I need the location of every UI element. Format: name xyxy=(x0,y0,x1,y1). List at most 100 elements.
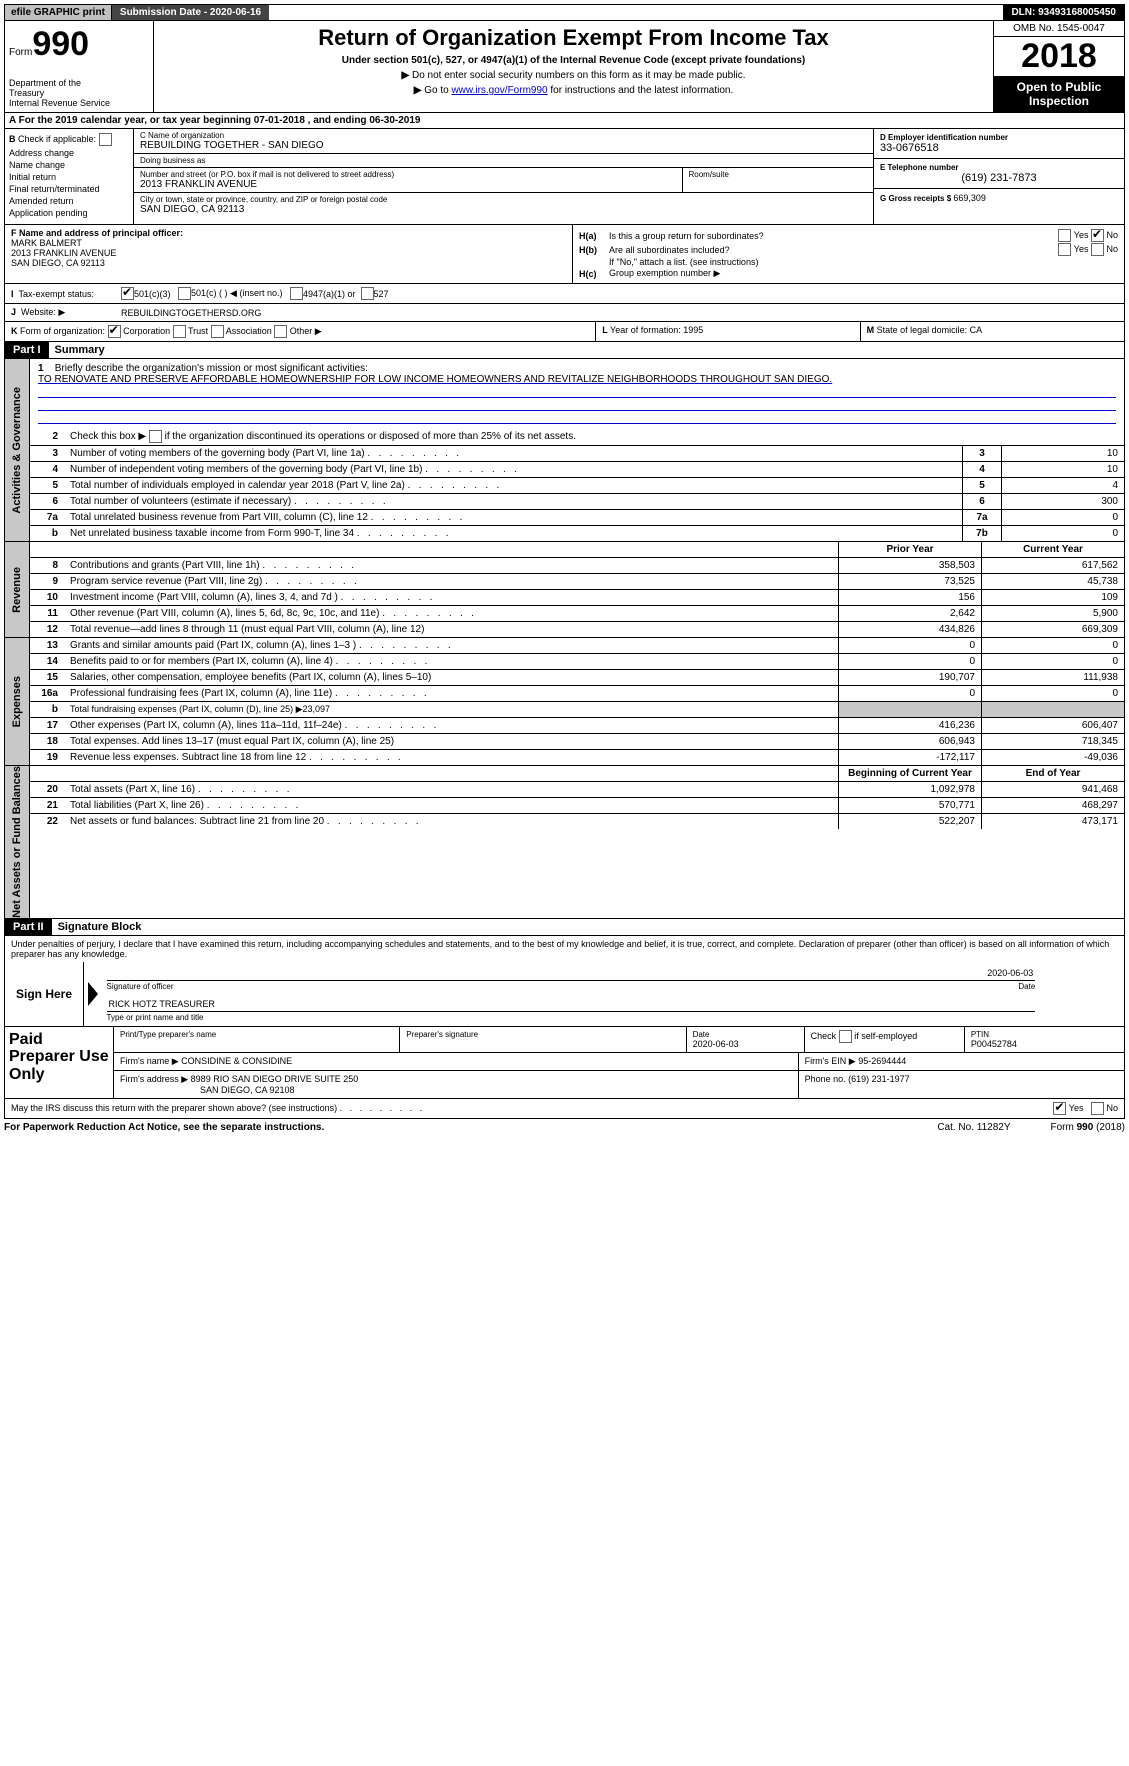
phone-val: (619) 231-1977 xyxy=(848,1074,910,1084)
dba-label: Doing business as xyxy=(140,156,867,165)
ha-no-chk[interactable] xyxy=(1091,229,1104,242)
f-addr2: SAN DIEGO, CA 92113 xyxy=(11,258,566,268)
e14-c: 0 xyxy=(982,654,1125,670)
prep-name-cell: Print/Type preparer's name xyxy=(114,1027,400,1052)
e18-d: Total expenses. Add lines 13–17 (must eq… xyxy=(64,734,839,750)
prep-sig-cell: Preparer's signature xyxy=(400,1027,686,1052)
e16b-n: b xyxy=(30,702,64,718)
chk-trust[interactable] xyxy=(173,325,186,338)
sign-here-label: Sign Here xyxy=(5,962,84,1026)
c-org-name: REBUILDING TOGETHER - SAN DIEGO xyxy=(140,140,867,151)
n22-n: 22 xyxy=(30,814,64,830)
g6-n: 6 xyxy=(30,494,64,510)
irs-no-chk[interactable] xyxy=(1091,1102,1104,1115)
e15-c: 111,938 xyxy=(982,670,1125,686)
hb-no: No xyxy=(1106,244,1118,254)
header-mid: Return of Organization Exempt From Incom… xyxy=(154,21,993,112)
c-name-box: C Name of organization REBUILDING TOGETH… xyxy=(134,129,873,153)
g4-v: 10 xyxy=(1002,462,1125,478)
irs-yes-chk[interactable] xyxy=(1053,1102,1066,1115)
opt-other: Other ▶ xyxy=(290,326,322,336)
hb-no-chk[interactable] xyxy=(1091,243,1104,256)
firm-addr1: 8989 RIO SAN DIEGO DRIVE SUITE 250 xyxy=(191,1074,359,1084)
chk-corp[interactable] xyxy=(108,325,121,338)
chk-pending: Application pending xyxy=(9,208,129,218)
n20-d: Total assets (Part X, line 16) xyxy=(64,782,839,798)
row-klm: K Form of organization: Corporation Trus… xyxy=(4,322,1125,342)
part-ii-tag: Part II xyxy=(5,919,52,935)
e17-d: Other expenses (Part IX, column (A), lin… xyxy=(64,718,839,734)
part-ii-bar: Part II Signature Block xyxy=(4,919,1125,936)
e19-c: -49,036 xyxy=(982,750,1125,766)
e18-n: 18 xyxy=(30,734,64,750)
prep-name-label: Print/Type preparer's name xyxy=(120,1030,393,1039)
e13-d: Grants and similar amounts paid (Part IX… xyxy=(64,638,839,654)
g7b-box: 7b xyxy=(963,526,1002,542)
mission-blank-3 xyxy=(38,411,1116,424)
officer-name: RICK HOTZ TREASURER xyxy=(109,999,215,1009)
efile-graphic-btn[interactable]: efile GRAPHIC print xyxy=(5,5,112,20)
form-prefix: Form xyxy=(9,47,32,58)
e15-d: Salaries, other compensation, employee b… xyxy=(64,670,839,686)
firm-name-label: Firm's name ▶ xyxy=(120,1056,179,1066)
chk-501c3[interactable] xyxy=(121,287,134,300)
firm-name-val: CONSIDINE & CONSIDINE xyxy=(181,1056,292,1066)
ptin-label: PTIN xyxy=(971,1030,1118,1039)
h-group: H(a) Is this a group return for subordin… xyxy=(573,225,1124,283)
form-header: Form990 Department of theTreasuryInterna… xyxy=(4,21,1125,113)
chk-discontinued[interactable] xyxy=(149,430,162,443)
irs-discuss-row: May the IRS discuss this return with the… xyxy=(4,1099,1125,1119)
g6-box: 6 xyxy=(963,494,1002,510)
firm-ein-label: Firm's EIN ▶ xyxy=(805,1056,856,1066)
g5-box: 5 xyxy=(963,478,1002,494)
hc-label: H(c) xyxy=(579,269,609,279)
j-website-val: REBUILDINGTOGETHERSD.ORG xyxy=(121,308,261,318)
checkbox-applicable[interactable] xyxy=(99,133,112,146)
r12-n: 12 xyxy=(30,622,64,638)
footer-catno: Cat. No. 11282Y xyxy=(937,1122,1010,1133)
open-to-public: Open to Public Inspection xyxy=(994,76,1124,112)
irs-no: No xyxy=(1106,1103,1118,1113)
f-label: F Name and address of principal officer: xyxy=(11,228,183,238)
r11-c: 5,900 xyxy=(982,606,1125,622)
irs-link[interactable]: www.irs.gov/Form990 xyxy=(451,85,547,96)
k-label: K xyxy=(11,326,18,336)
chk-amended: Amended return xyxy=(9,196,129,206)
firm-addr-cell: Firm's address ▶ 8989 RIO SAN DIEGO DRIV… xyxy=(114,1071,799,1098)
g4-box: 4 xyxy=(963,462,1002,478)
g5-d: Total number of individuals employed in … xyxy=(64,478,963,494)
hb-label: H(b) xyxy=(579,245,609,255)
r8-n: 8 xyxy=(30,558,64,574)
chk-address-change: Address change xyxy=(9,148,129,158)
col-b-mid: C Name of organization REBUILDING TOGETH… xyxy=(134,129,873,224)
n22-p: 522,207 xyxy=(839,814,982,830)
n21-n: 21 xyxy=(30,798,64,814)
l-text: Year of formation: xyxy=(610,325,683,335)
n21-d: Total liabilities (Part X, line 26) xyxy=(64,798,839,814)
chk-4947[interactable] xyxy=(290,287,303,300)
part-ii-title: Signature Block xyxy=(52,919,148,935)
chk-other[interactable] xyxy=(274,325,287,338)
m-label: M xyxy=(867,325,875,335)
chk-assoc[interactable] xyxy=(211,325,224,338)
hb-yes-chk[interactable] xyxy=(1058,243,1071,256)
k-text: Form of organization: xyxy=(20,326,105,336)
signature-block: Under penalties of perjury, I declare th… xyxy=(4,936,1125,1027)
room-label: Room/suite xyxy=(689,170,868,179)
chk-527[interactable] xyxy=(361,287,374,300)
row-i-tax-exempt: I Tax-exempt status: 501(c)(3) 501(c) ( … xyxy=(4,284,1125,304)
chk-501c[interactable] xyxy=(178,287,191,300)
form-title: Return of Organization Exempt From Incom… xyxy=(158,25,989,51)
opt-501c3: 501(c)(3) xyxy=(134,289,171,299)
note2-suffix: for instructions and the latest informat… xyxy=(548,85,734,96)
note-1: ▶ Do not enter social security numbers o… xyxy=(158,70,989,81)
side-expenses: Expenses xyxy=(5,638,30,765)
side-governance: Activities & Governance xyxy=(5,359,30,541)
chk-self-employed[interactable] xyxy=(839,1030,852,1043)
g4-n: 4 xyxy=(30,462,64,478)
d-label: D Employer identification number xyxy=(880,133,1118,142)
g7a-v: 0 xyxy=(1002,510,1125,526)
street-val: 2013 FRANKLIN AVENUE xyxy=(140,179,676,190)
ha-yes-chk[interactable] xyxy=(1058,229,1071,242)
d-ein: 33-0676518 xyxy=(880,142,1118,154)
